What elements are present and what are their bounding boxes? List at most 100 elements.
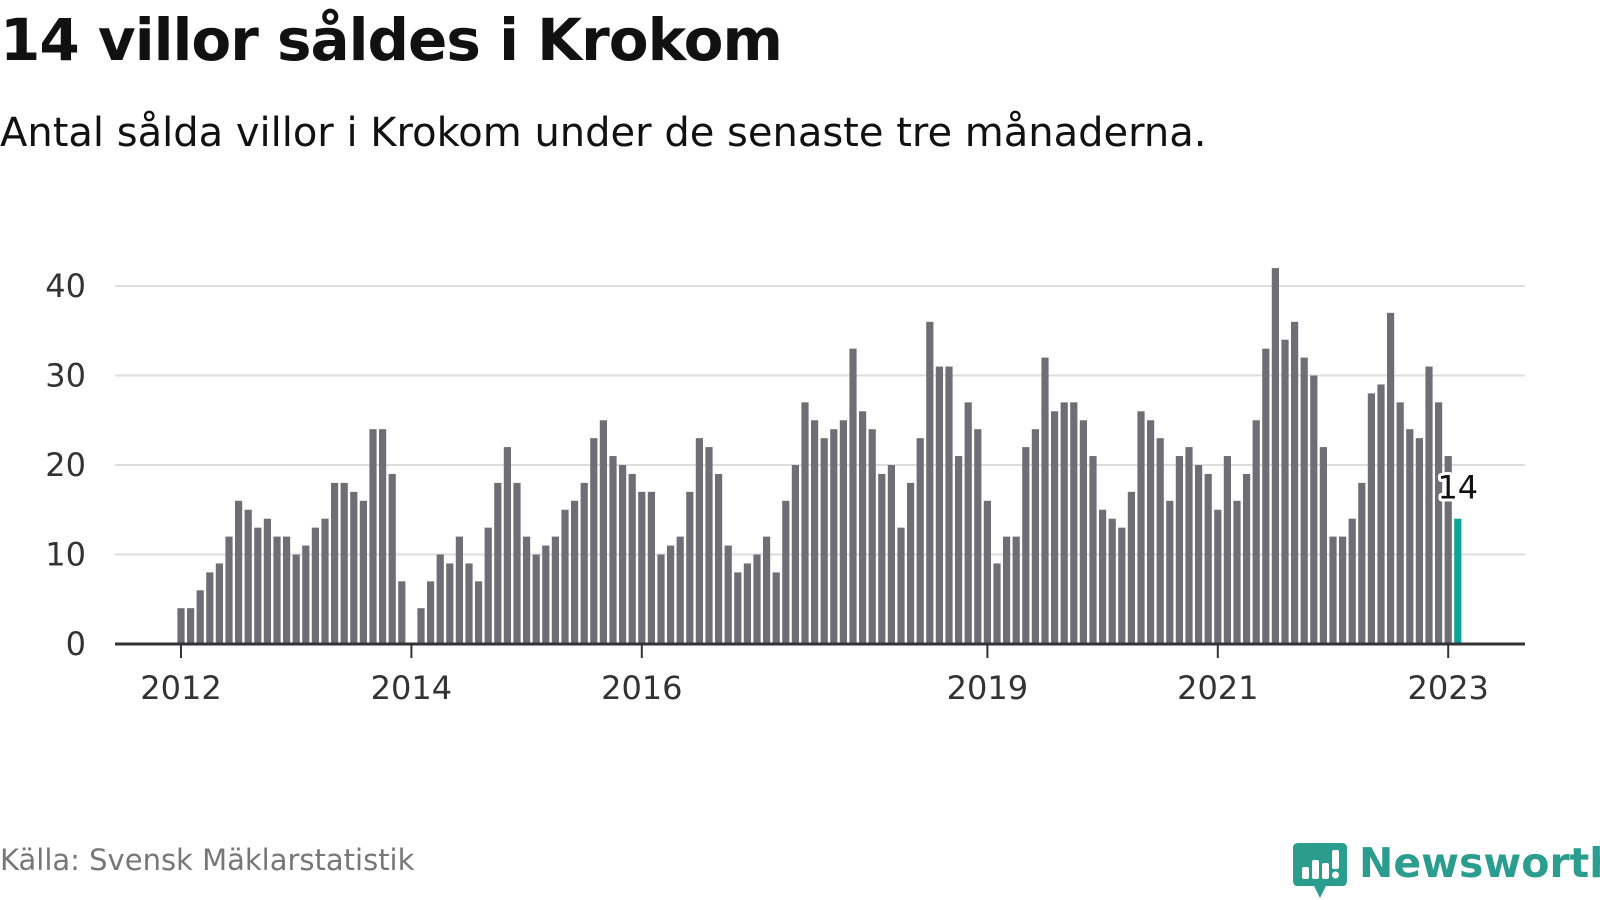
bar: [1108, 518, 1116, 644]
bar: [321, 518, 329, 644]
bar: [993, 563, 1001, 644]
bar: [686, 491, 694, 644]
bar: [1358, 482, 1366, 644]
bar: [743, 563, 751, 644]
bar: [1204, 473, 1212, 644]
bar: [571, 500, 579, 644]
bar: [609, 456, 617, 644]
newsworthy-logo-text: Newsworthy: [1359, 839, 1600, 887]
bar: [1003, 536, 1011, 644]
bar: [887, 465, 895, 644]
bars: [177, 268, 1462, 644]
y-tick-label: 30: [45, 357, 86, 395]
bar: [753, 554, 761, 644]
bar: [897, 527, 905, 644]
bar: [455, 536, 463, 644]
bar: [1348, 518, 1356, 644]
bar: [1262, 348, 1270, 644]
bar: [494, 482, 502, 644]
bar: [436, 554, 444, 644]
bar: [964, 402, 972, 644]
bar: [1406, 429, 1414, 644]
bar: [619, 465, 627, 644]
bar: [1310, 375, 1318, 644]
bar: [1339, 536, 1347, 644]
bar: [235, 500, 243, 644]
bar: [1223, 456, 1231, 644]
bar: [225, 536, 233, 644]
bar: [1271, 268, 1279, 644]
bar: [628, 473, 636, 644]
bar: [1031, 429, 1039, 644]
bar: [206, 572, 214, 644]
y-tick-label: 20: [45, 446, 86, 484]
bar: [1435, 402, 1443, 644]
bar: [359, 500, 367, 644]
bar: [1147, 420, 1155, 644]
bar: [1089, 456, 1097, 644]
bar: [791, 465, 799, 644]
bar: [1319, 447, 1327, 644]
bar: [1175, 456, 1183, 644]
bar: [475, 581, 483, 644]
newsworthy-logo-icon: [1293, 843, 1347, 898]
bar: [215, 563, 223, 644]
bar: [695, 438, 703, 644]
bar: [1185, 447, 1193, 644]
x-tick-label: 2023: [1407, 669, 1488, 707]
bar: [542, 545, 550, 644]
bar: [1118, 527, 1126, 644]
bar: [859, 411, 867, 644]
bar: [1291, 321, 1299, 644]
bar: [1166, 500, 1174, 644]
bar: [1367, 393, 1375, 644]
source-note: Källa: Svensk Mäklarstatistik: [0, 843, 415, 877]
bar: [427, 581, 435, 644]
bar: [177, 608, 185, 644]
bar: [839, 420, 847, 644]
bar: [1070, 402, 1078, 644]
y-tick-label: 0: [66, 625, 86, 663]
bar: [1051, 411, 1059, 644]
bar: [254, 527, 262, 644]
bar: [398, 581, 406, 644]
y-tick-label: 10: [45, 536, 86, 574]
bar: [801, 402, 809, 644]
bar: [1243, 473, 1251, 644]
bar: [1329, 536, 1337, 644]
bar: [1377, 384, 1385, 644]
bar: [705, 447, 713, 644]
x-tick-label: 2019: [947, 669, 1028, 707]
bar: [1300, 357, 1308, 644]
bar: [1252, 420, 1260, 644]
bar: [273, 536, 281, 644]
bar: [926, 321, 934, 644]
bar: [983, 500, 991, 644]
highlight-value-label: 14: [1437, 469, 1478, 507]
bar: [1012, 536, 1020, 644]
y-axis-ticks: 0 10 20 30 40: [45, 267, 86, 663]
bar: [1137, 411, 1145, 644]
newsworthy-logo: Newsworthy: [1293, 843, 1600, 899]
bar: [551, 536, 559, 644]
bar: [1022, 447, 1030, 644]
x-tick-label: 2012: [140, 669, 221, 707]
bar: [369, 429, 377, 644]
bar: [465, 563, 473, 644]
bar: [340, 482, 348, 644]
bar: [1281, 339, 1289, 644]
bar: [1425, 366, 1433, 644]
bar: [523, 536, 531, 644]
bar: [532, 554, 540, 644]
bar: [763, 536, 771, 644]
bar: [446, 563, 454, 644]
bar: [1233, 500, 1241, 644]
bar: [1127, 491, 1135, 644]
x-axis-ticks: 2012 2014 2016 2019 2021 2023: [140, 644, 1489, 707]
bar: [945, 366, 953, 644]
bar: [676, 536, 684, 644]
x-tick-label: 2014: [371, 669, 452, 707]
bar: [647, 491, 655, 644]
bar: [599, 420, 607, 644]
y-tick-label: 40: [45, 267, 86, 305]
